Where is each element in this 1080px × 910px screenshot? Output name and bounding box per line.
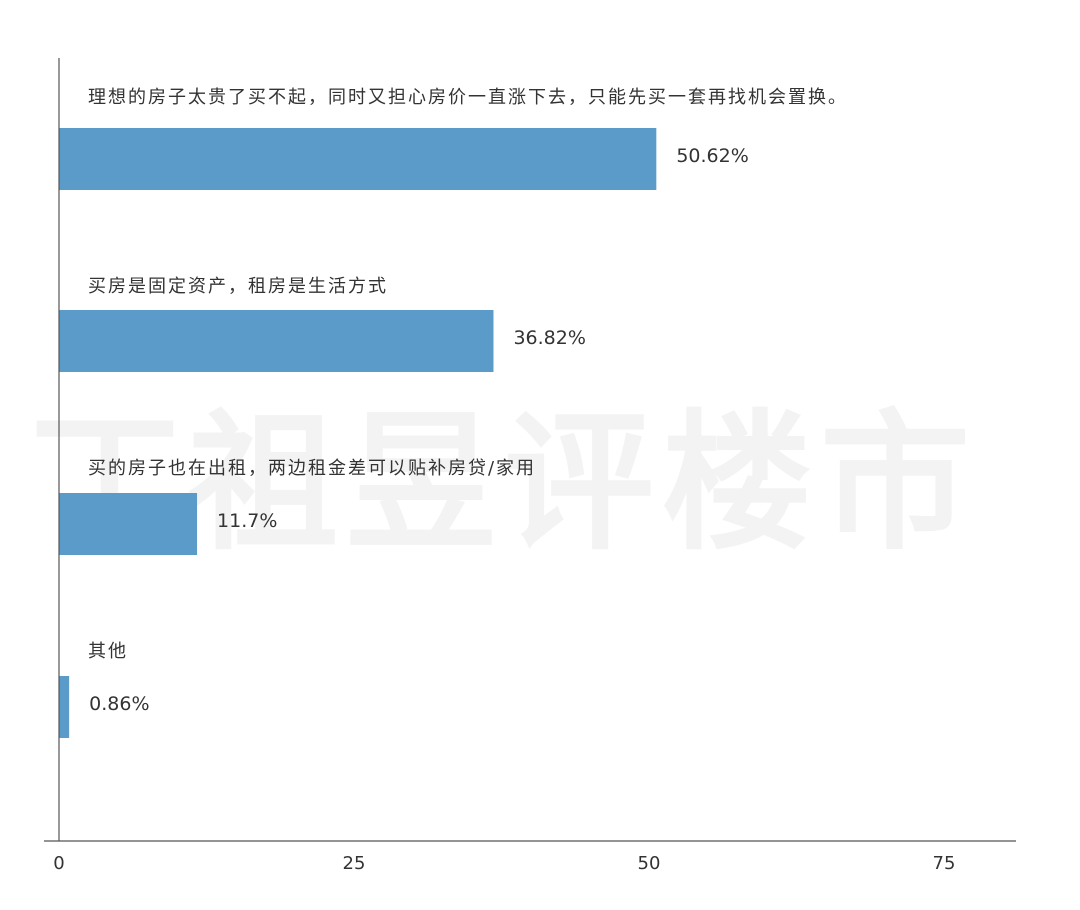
category-label-1: 买房是固定资产，租房是生活方式 [88,276,388,297]
labels-layer: 理想的房子太贵了买不起，同时又担心房价一直涨下去，只能先买一套再找机会置换。 50… [88,87,848,715]
category-label-2: 买的房子也在出租，两边租金差可以贴补房贷/家用 [88,458,536,479]
value-label-3: 0.86% [89,693,149,715]
bars-layer [59,128,657,738]
value-label-1: 36.82% [513,327,585,349]
axes-layer: 0 25 50 75 [44,58,1016,874]
value-label-2: 11.7% [217,510,277,532]
x-tick-label-3: 75 [933,853,956,874]
x-tick-label-2: 50 [638,853,661,874]
bar-0 [59,128,657,190]
bar-1 [59,310,494,372]
value-label-0: 50.62% [676,145,748,167]
category-label-3: 其他 [88,641,128,662]
x-tick-label-1: 25 [343,853,366,874]
bar-2 [59,493,198,555]
bar-3 [59,676,70,738]
category-label-0: 理想的房子太贵了买不起，同时又担心房价一直涨下去，只能先买一套再找机会置换。 [88,87,848,108]
x-tick-label-0: 0 [53,853,64,874]
